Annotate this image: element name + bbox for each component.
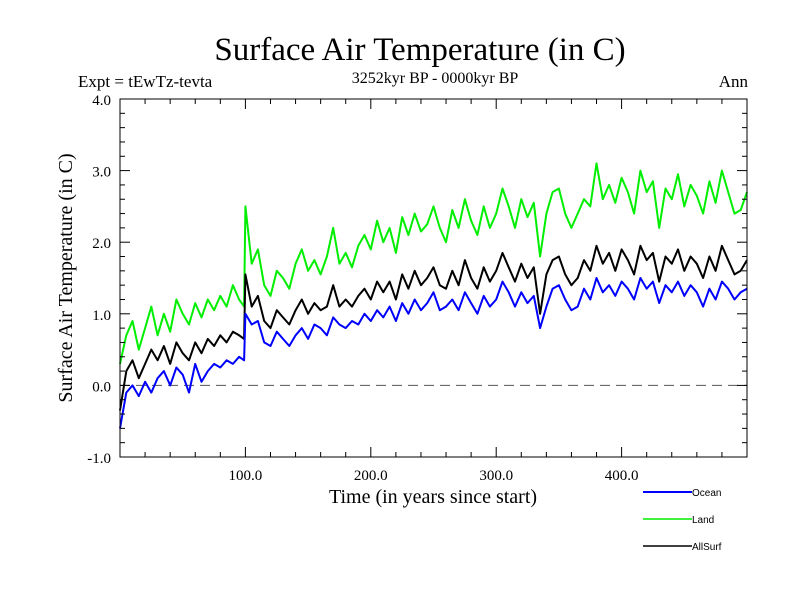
series-line-ocean <box>119 277 748 429</box>
x-tick-label: 400.0 <box>605 468 639 484</box>
legend-label-land: Land <box>692 515 714 526</box>
y-tick-label: -1.0 <box>87 451 111 467</box>
y-axis-label: Surface Air Temperature (in C) <box>55 153 77 402</box>
x-axis-label: Time (in years since start) <box>329 486 537 508</box>
series-line-land <box>119 162 748 365</box>
chart-title: Surface Air Temperature (in C) <box>214 32 625 68</box>
legend-label-allsurf: AllSurf <box>692 542 722 553</box>
y-tick-label: 2.0 <box>92 236 111 252</box>
y-tick-label: 1.0 <box>92 308 111 324</box>
plot-frame <box>119 98 748 458</box>
experiment-annotation: Expt = tEwTz-tevta <box>78 72 213 91</box>
x-tick-label: 200.0 <box>354 468 388 484</box>
chart-subtitle: 3252kyr BP - 0000kyr BP <box>352 70 519 87</box>
legend: Ocean Land AllSurf <box>643 488 722 553</box>
y-tick-label: 0.0 <box>92 379 111 395</box>
x-tick-label: 300.0 <box>479 468 513 484</box>
x-tick-label: 100.0 <box>229 468 263 484</box>
season-annotation: Ann <box>719 72 749 91</box>
y-tick-label: 4.0 <box>92 93 111 109</box>
legend-label-ocean: Ocean <box>692 488 721 499</box>
y-tick-label: 3.0 <box>92 165 111 181</box>
series-line-allsurf <box>119 244 748 411</box>
